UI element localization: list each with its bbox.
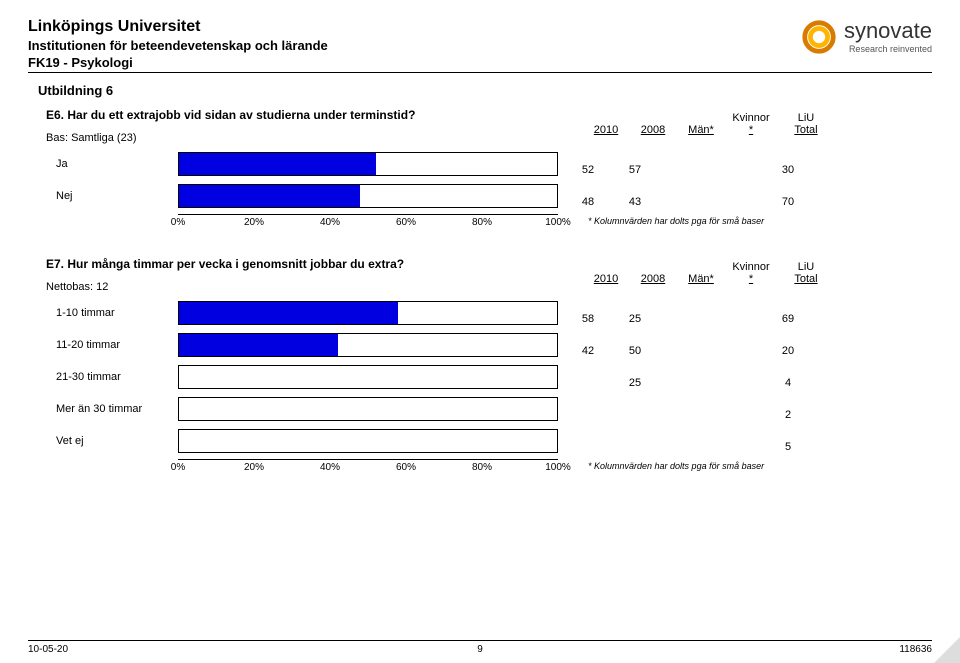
row-label: 1-10 timmar <box>28 307 178 319</box>
bar-fill <box>179 334 338 356</box>
chart-row: 11-20 timmar 4250 20 <box>28 331 932 359</box>
brand-tagline: Research reinvented <box>844 44 932 54</box>
chart-row: Vet ej 5 <box>28 427 932 455</box>
q2-axis: 0% 20% 40% 60% 80% 100% * Kolumnvärden har do… <box>28 459 932 474</box>
value-cell: 42 <box>565 345 611 357</box>
col-header: Män* <box>678 273 724 285</box>
value-cell: 48 <box>565 196 611 208</box>
q1-footnote: * Kolumnvärden har dolts pga för små bas… <box>588 214 764 226</box>
axis-tick: 100% <box>545 462 571 473</box>
value-cell: 4 <box>765 377 811 389</box>
bar-cell <box>178 333 558 357</box>
value-cell: 50 <box>612 345 658 357</box>
bar-cell <box>178 301 558 325</box>
row-label: 21-30 timmar <box>28 371 178 383</box>
page-footer: 10-05-20 9 118636 <box>28 640 932 655</box>
brand-logo-icon <box>800 18 838 56</box>
value-cell: 69 <box>765 313 811 325</box>
chart-row: 1-10 timmar 5825 69 <box>28 299 932 327</box>
q1-axis: 0% 20% 40% 60% 80% 100% * Kolumnvärden har do… <box>28 214 932 229</box>
chart-row: Mer än 30 timmar 2 <box>28 395 932 423</box>
bar-fill <box>179 153 376 175</box>
row-label: Mer än 30 timmar <box>28 403 178 415</box>
page-header: Linköpings Universitet Institutionen för… <box>28 18 932 73</box>
axis-tick: 40% <box>320 217 340 228</box>
footer-date: 10-05-20 <box>28 644 68 655</box>
q2-text: Hur många timmar per vecka i genomsnitt … <box>67 257 404 271</box>
axis-tick: 40% <box>320 462 340 473</box>
axis-tick: 80% <box>472 462 492 473</box>
axis-tick: 0% <box>171 217 185 228</box>
value-cell: 2 <box>765 409 811 421</box>
value-cell: 25 <box>612 377 658 389</box>
q2-base: Nettobas: 12 <box>46 281 576 293</box>
value-cell: 52 <box>565 164 611 176</box>
bar-cell <box>178 397 558 421</box>
row-label: Ja <box>28 158 178 170</box>
axis-tick: 20% <box>244 462 264 473</box>
col-header: 2008 <box>630 273 676 285</box>
value-cell: 58 <box>565 313 611 325</box>
value-cell: 43 <box>612 196 658 208</box>
bar-cell <box>178 152 558 176</box>
axis-tick: 20% <box>244 217 264 228</box>
footer-page: 9 <box>477 644 483 655</box>
header-text: Linköpings Universitet Institutionen för… <box>28 18 328 70</box>
value-cell: 57 <box>612 164 658 176</box>
course-code: FK19 - Psykologi <box>28 55 328 70</box>
brand-block: synovate Research reinvented <box>800 18 932 56</box>
q1-text: Har du ett extrajobb vid sidan av studie… <box>67 108 415 122</box>
q2-footnote: * Kolumnvärden har dolts pga för små bas… <box>588 459 764 471</box>
bar-cell <box>178 429 558 453</box>
axis-tick: 0% <box>171 462 185 473</box>
row-label: 11-20 timmar <box>28 339 178 351</box>
col-header: Kvinnor* <box>728 261 774 285</box>
value-cell: 5 <box>765 441 811 453</box>
dept-name: Institutionen för beteendevetenskap och … <box>28 38 328 53</box>
q2-column-headers: 20102008Män*Kvinnor*LiUTotal <box>576 273 932 299</box>
value-cell: 25 <box>612 313 658 325</box>
col-header: LiUTotal <box>783 261 829 285</box>
q2-chart: 1-10 timmar58256911-20 timmar42502021-30… <box>28 299 932 455</box>
bar-cell <box>178 184 558 208</box>
axis-tick: 60% <box>396 462 416 473</box>
axis-tick: 80% <box>472 217 492 228</box>
col-header: 2010 <box>583 273 629 285</box>
col-header: 2008 <box>630 124 676 136</box>
value-cell: 70 <box>765 196 811 208</box>
value-cell: 30 <box>765 164 811 176</box>
col-header: LiUTotal <box>783 112 829 136</box>
bar-cell <box>178 365 558 389</box>
axis-tick: 60% <box>396 217 416 228</box>
axis-tick: 100% <box>545 217 571 228</box>
q1-base: Bas: Samtliga (23) <box>46 132 576 144</box>
footer-id: 118636 <box>899 644 932 655</box>
brand-name: synovate <box>844 20 932 42</box>
col-header: Kvinnor* <box>728 112 774 136</box>
chart-row: Nej 4843 70 <box>28 182 932 210</box>
page-corner-decoration <box>934 637 960 663</box>
q1-code: E6. <box>46 108 64 122</box>
section-title: Utbildning 6 <box>38 83 932 98</box>
q1-column-headers: 20102008Män*Kvinnor*LiUTotal <box>576 124 932 150</box>
bar-fill <box>179 185 360 207</box>
q1-chart: Ja 5257 30 Nej 4843 70 <box>28 150 932 210</box>
chart-row: 21-30 timmar 25 4 <box>28 363 932 391</box>
q2-code: E7. <box>46 257 64 271</box>
col-header: 2010 <box>583 124 629 136</box>
col-header: Män* <box>678 124 724 136</box>
row-label: Vet ej <box>28 435 178 447</box>
chart-row: Ja 5257 30 <box>28 150 932 178</box>
org-name: Linköpings Universitet <box>28 18 328 36</box>
value-cell: 20 <box>765 345 811 357</box>
row-label: Nej <box>28 190 178 202</box>
bar-fill <box>179 302 398 324</box>
